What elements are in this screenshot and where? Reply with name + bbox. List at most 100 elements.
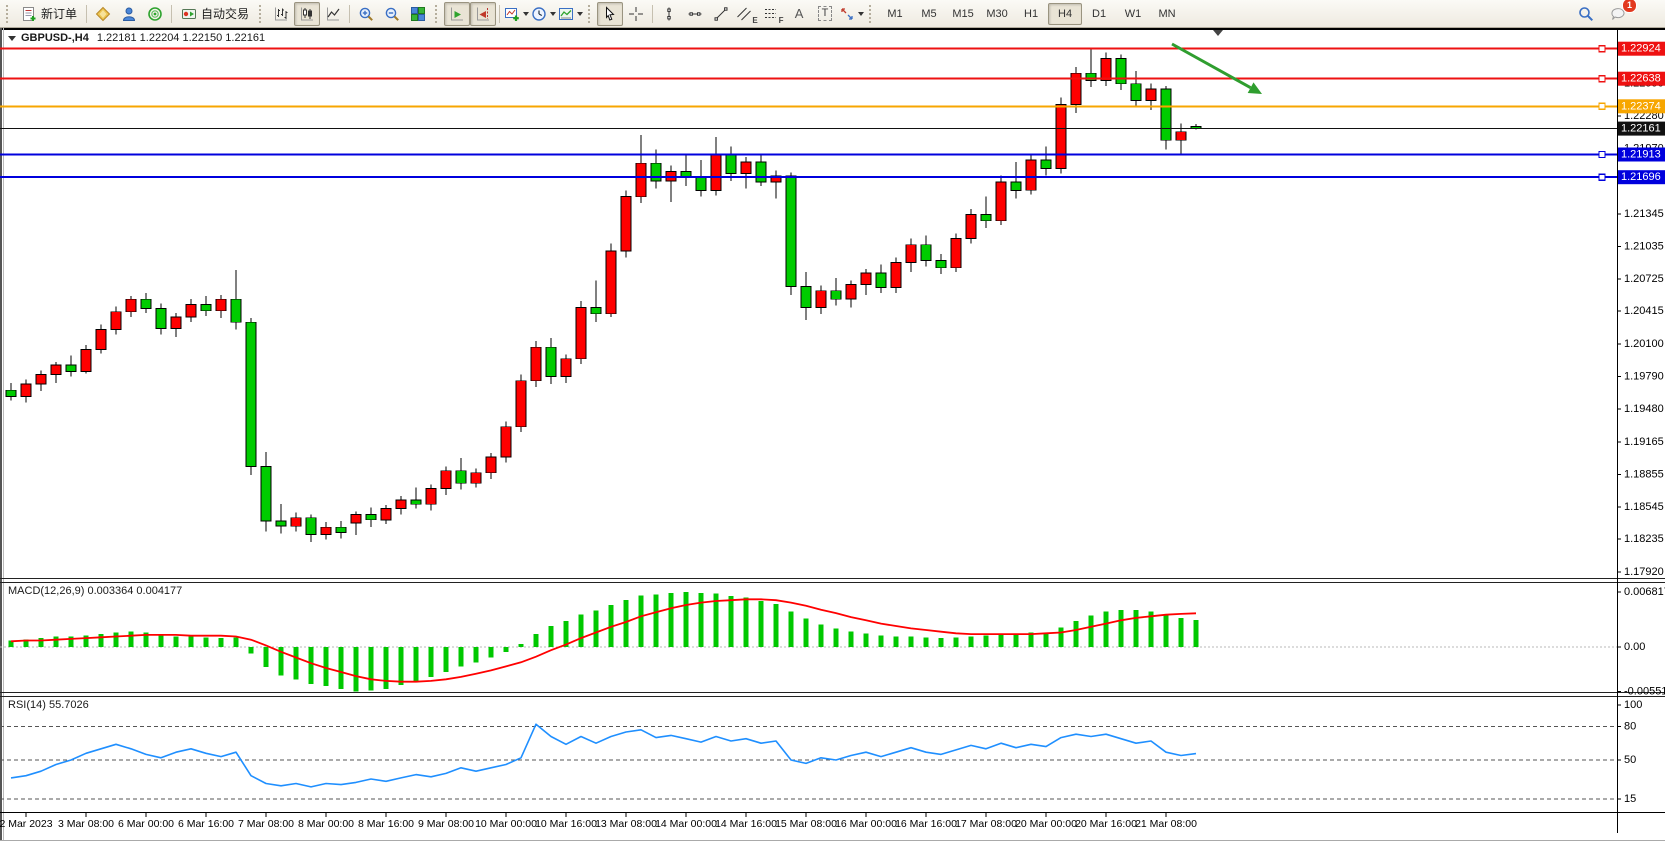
- notification-badge: 1: [1622, 0, 1637, 13]
- svg-text:1.19480: 1.19480: [1624, 403, 1664, 415]
- toolbar-grip[interactable]: [259, 4, 263, 23]
- svg-text:6 Mar 16:00: 6 Mar 16:00: [178, 818, 234, 830]
- auto-trading-button[interactable]: 自动交易: [175, 2, 255, 26]
- template-icon: [559, 7, 574, 20]
- rsi-axis-tick-labels: 100 80 50 15: [1617, 699, 1642, 805]
- timeframe-button-MN[interactable]: MN: [1158, 7, 1176, 20]
- text-button[interactable]: A: [786, 2, 812, 26]
- new-order-button[interactable]: 新订单: [15, 2, 83, 26]
- chart-shift-marker-icon[interactable]: [1213, 30, 1223, 36]
- zoom-out-icon: [385, 7, 399, 21]
- tile-windows-button[interactable]: [405, 2, 431, 26]
- tile-windows-icon: [411, 6, 426, 21]
- svg-text:14 Mar 00:00: 14 Mar 00:00: [655, 818, 717, 830]
- cursor-icon: [606, 5, 615, 21]
- svg-text:16 Mar 00:00: 16 Mar 00:00: [835, 818, 897, 830]
- person-icon: [123, 7, 136, 21]
- chart-shift-button[interactable]: [470, 1, 497, 26]
- search-button[interactable]: [1573, 2, 1599, 26]
- zoom-out-button[interactable]: [379, 2, 405, 26]
- clock-icon: [532, 6, 546, 21]
- svg-text:1.22924: 1.22924: [1621, 43, 1661, 55]
- trend-arrow-annotation[interactable]: [1171, 42, 1262, 94]
- vertical-line-button[interactable]: [656, 2, 682, 26]
- auto-trading-label: 自动交易: [201, 7, 250, 21]
- text-label-button[interactable]: T: [812, 2, 838, 26]
- rsi-indicator-label: RSI(14) 55.7026: [8, 699, 89, 711]
- timeframe-button-M5[interactable]: M5: [921, 7, 937, 20]
- timeframe-button-M15[interactable]: M15: [952, 7, 974, 20]
- zoom-in-button[interactable]: [353, 2, 379, 26]
- horizontal-line-button[interactable]: [682, 2, 708, 26]
- profile-button[interactable]: [116, 2, 142, 26]
- new-order-icon: [23, 6, 36, 21]
- svg-text:1.21035: 1.21035: [1624, 240, 1664, 252]
- macd-signal-line: [10, 598, 1197, 683]
- svg-text:6 Mar 00:00: 6 Mar 00:00: [118, 818, 174, 830]
- auto-scroll-button[interactable]: [444, 1, 471, 26]
- svg-text:10 Mar 00:00: 10 Mar 00:00: [475, 818, 537, 830]
- line-chart-button[interactable]: [320, 2, 346, 26]
- new-order-label: 新订单: [41, 7, 78, 21]
- indicators-button[interactable]: [503, 2, 530, 26]
- toolbar-separator: [499, 4, 501, 23]
- timeframe-button-W1[interactable]: W1: [1124, 7, 1142, 20]
- arrows-button[interactable]: [838, 2, 865, 26]
- svg-text:2 Mar 2023: 2 Mar 2023: [0, 818, 53, 830]
- svg-text:10 Mar 16:00: 10 Mar 16:00: [535, 818, 597, 830]
- dropdown-caret-icon: [577, 11, 584, 16]
- auto-scroll-icon: [451, 7, 464, 20]
- timeframe-button-H4[interactable]: H4: [1048, 2, 1083, 25]
- toolbar-grip[interactable]: [435, 4, 439, 23]
- pane-separator[interactable]: [0, 578, 1665, 697]
- bar-chart-button[interactable]: [268, 2, 294, 26]
- notifications-button[interactable]: 1: [1605, 0, 1637, 26]
- line-chart-icon: [327, 7, 340, 20]
- channel-button[interactable]: E: [734, 2, 760, 26]
- svg-text:20 Mar 00:00: 20 Mar 00:00: [1015, 818, 1077, 830]
- chart-background: [0, 28, 1665, 845]
- trendline-button[interactable]: [708, 2, 734, 26]
- timeframe-button-D1[interactable]: D1: [1092, 7, 1107, 20]
- templates-button[interactable]: [557, 2, 584, 26]
- market-watch-button[interactable]: [90, 2, 116, 26]
- signal-icon: [148, 6, 162, 21]
- fibonacci-button[interactable]: F: [760, 2, 786, 26]
- signals-button[interactable]: [142, 2, 168, 26]
- svg-text:1.21345: 1.21345: [1624, 208, 1664, 220]
- svg-text:50: 50: [1624, 754, 1636, 766]
- toolbar-separator: [349, 4, 351, 23]
- svg-text:1.18235: 1.18235: [1624, 533, 1664, 545]
- svg-text:0.006817: 0.006817: [1624, 586, 1665, 598]
- svg-text:1.20100: 1.20100: [1624, 338, 1664, 350]
- gold-diamond-icon: [95, 6, 111, 21]
- svg-text:15 Mar 08:00: 15 Mar 08:00: [775, 818, 837, 830]
- timeframe-button-M30[interactable]: M30: [986, 7, 1008, 20]
- horizontal-line-icon: [688, 11, 702, 16]
- svg-text:1.19790: 1.19790: [1624, 371, 1664, 383]
- svg-text:7 Mar 08:00: 7 Mar 08:00: [238, 818, 294, 830]
- chart-title: GBPUSD-,H4 1.22181 1.22204 1.22150 1.2216…: [8, 32, 265, 44]
- toolbar-grip[interactable]: [588, 4, 592, 23]
- svg-text:14 Mar 16:00: 14 Mar 16:00: [715, 818, 777, 830]
- chart-menu-toggle-icon[interactable]: [8, 35, 16, 41]
- crosshair-button[interactable]: [623, 2, 649, 26]
- dropdown-caret-icon: [550, 11, 557, 16]
- timeframe-button-H1[interactable]: H1: [1024, 7, 1039, 20]
- cursor-button[interactable]: [597, 1, 624, 26]
- periods-button[interactable]: [530, 2, 557, 26]
- svg-text:15: 15: [1624, 793, 1636, 805]
- toolbar: 新订单: [0, 0, 1665, 28]
- dropdown-caret-icon: [523, 11, 530, 16]
- bar-chart-icon: [275, 7, 288, 20]
- candlestick-chart-button[interactable]: [294, 1, 321, 26]
- svg-text:-0.005518: -0.005518: [1624, 686, 1665, 698]
- toolbar-separator: [86, 4, 88, 23]
- toolbar-grip[interactable]: [6, 4, 10, 23]
- timeframe-toolbar: M1 M5 M15 M30 H1 H4 D1 W1 MN: [878, 2, 1184, 25]
- toolbar-grip[interactable]: [869, 4, 873, 23]
- timeframe-button-M1[interactable]: M1: [887, 7, 903, 20]
- horizontal-price-lines[interactable]: [0, 45, 1617, 181]
